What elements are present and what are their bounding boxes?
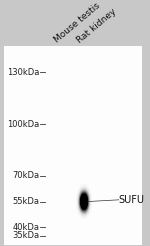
- Text: 55kDa: 55kDa: [13, 197, 40, 206]
- Text: Mouse testis: Mouse testis: [53, 1, 102, 45]
- Text: 130kDa: 130kDa: [7, 68, 40, 77]
- Text: 100kDa: 100kDa: [7, 120, 40, 128]
- FancyBboxPatch shape: [42, 60, 112, 229]
- Text: SUFU: SUFU: [119, 195, 145, 205]
- Text: 40kDa: 40kDa: [13, 223, 40, 232]
- Text: 35kDa: 35kDa: [12, 231, 40, 241]
- Text: 70kDa: 70kDa: [12, 171, 40, 180]
- Text: Rat kidney: Rat kidney: [75, 7, 118, 45]
